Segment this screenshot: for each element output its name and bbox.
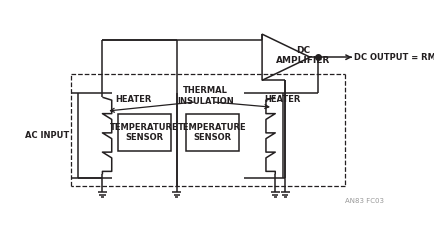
- Bar: [118, 114, 170, 151]
- Text: THERMAL
INSULATION: THERMAL INSULATION: [177, 86, 233, 106]
- Text: HEATER: HEATER: [264, 95, 300, 104]
- Text: AC INPUT: AC INPUT: [25, 131, 69, 140]
- Bar: [186, 114, 238, 151]
- Text: AN83 FC03: AN83 FC03: [344, 198, 383, 203]
- Text: HEATER: HEATER: [115, 95, 151, 104]
- Text: TEMPERATURE
SENSOR: TEMPERATURE SENSOR: [110, 123, 178, 142]
- Text: DC OUTPUT = RMS OF INPUT: DC OUTPUT = RMS OF INPUT: [353, 53, 434, 62]
- Polygon shape: [261, 34, 309, 80]
- Text: DC
AMPLIFIER: DC AMPLIFIER: [276, 46, 329, 65]
- Text: TEMPERATURE
SENSOR: TEMPERATURE SENSOR: [178, 123, 246, 142]
